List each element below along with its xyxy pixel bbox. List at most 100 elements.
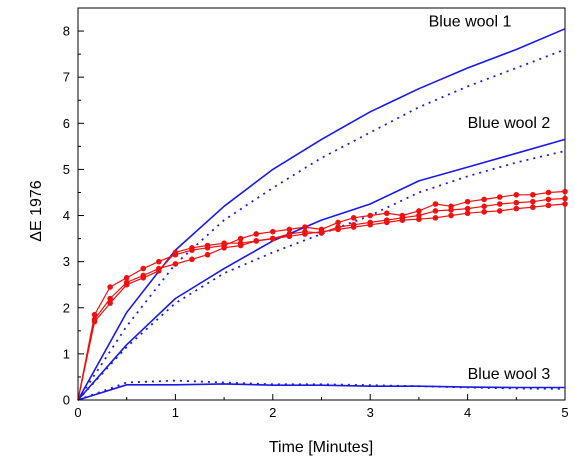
data-point xyxy=(204,242,211,249)
data-point xyxy=(189,256,195,263)
data-point xyxy=(302,231,308,237)
data-point xyxy=(416,208,422,214)
data-point xyxy=(432,215,439,221)
data-point xyxy=(513,199,520,206)
data-point xyxy=(172,261,179,267)
data-point xyxy=(286,233,293,240)
data-point xyxy=(545,189,552,196)
plot-border xyxy=(77,7,566,401)
x-tick-label: 0 xyxy=(74,405,81,420)
data-point xyxy=(530,191,536,198)
data-point xyxy=(481,203,487,210)
series-line-2 xyxy=(77,48,566,401)
data-point xyxy=(189,245,195,251)
x-tick-label: 4 xyxy=(464,405,471,420)
series-line-6 xyxy=(77,379,566,401)
data-point xyxy=(530,198,536,205)
data-point xyxy=(399,217,406,223)
y-tick-label: 6 xyxy=(63,116,70,131)
data-point xyxy=(432,208,439,214)
data-point xyxy=(270,228,276,235)
data-point xyxy=(448,207,454,213)
data-point xyxy=(140,274,147,281)
data-point xyxy=(367,221,374,228)
data-point xyxy=(107,295,113,302)
data-point xyxy=(204,251,211,258)
y-tick-label: 3 xyxy=(63,254,70,269)
x-tick-label: 2 xyxy=(269,405,276,420)
data-point xyxy=(123,274,130,281)
data-point xyxy=(432,201,439,207)
data-point xyxy=(318,228,325,235)
data-point xyxy=(545,202,552,209)
data-point xyxy=(496,194,503,200)
data-point xyxy=(91,318,98,325)
data-point xyxy=(335,226,341,233)
data-point xyxy=(221,245,227,251)
data-point xyxy=(156,268,162,274)
series-layer xyxy=(77,28,568,401)
y-tick-label: 8 xyxy=(63,24,70,39)
series-line-5 xyxy=(77,383,565,401)
x-tick-label: 3 xyxy=(367,405,374,420)
data-point xyxy=(545,196,552,203)
data-point xyxy=(513,205,520,212)
data-point xyxy=(383,210,390,217)
plot-frame xyxy=(77,7,566,401)
data-point xyxy=(367,212,374,219)
series-line-4 xyxy=(77,150,566,401)
data-point xyxy=(350,224,357,230)
data-point xyxy=(464,210,471,217)
series-line-1 xyxy=(77,28,566,401)
y-tick-label: 5 xyxy=(63,162,70,177)
y-tick-label: 0 xyxy=(63,393,70,408)
x-axis-title: Time [Minutes] xyxy=(269,439,373,456)
data-point xyxy=(91,311,98,318)
y-tick-label: 2 xyxy=(63,300,70,315)
series-line-3 xyxy=(77,138,566,401)
data-point xyxy=(481,209,487,215)
data-point xyxy=(383,219,390,226)
x-axis: 0 1 2 3 4 5 xyxy=(74,394,569,420)
data-point xyxy=(448,212,454,219)
y-tick-label: 1 xyxy=(63,346,70,361)
data-point xyxy=(172,249,179,256)
x-tick-label: 1 xyxy=(172,405,179,420)
y-axis-title: ΔE 1976 xyxy=(28,180,45,242)
data-point xyxy=(286,226,293,233)
annotations: Blue wool 1 Blue wool 2 Blue wool 3 xyxy=(429,13,551,383)
data-point xyxy=(107,284,113,290)
data-point xyxy=(253,231,260,237)
y-axis: 0 1 2 3 4 5 6 7 8 xyxy=(63,24,84,408)
series-annotation: Blue wool 1 xyxy=(429,13,512,30)
data-point xyxy=(335,219,341,226)
data-point xyxy=(107,300,113,306)
data-point xyxy=(416,216,422,223)
data-point xyxy=(562,188,568,195)
data-point xyxy=(302,224,308,230)
data-point xyxy=(562,195,568,202)
data-point xyxy=(156,258,162,265)
data-point xyxy=(481,196,487,203)
data-point xyxy=(237,235,244,242)
data-point xyxy=(350,215,357,221)
data-point xyxy=(513,191,520,198)
data-point xyxy=(464,198,471,205)
data-point xyxy=(496,208,503,214)
data-point xyxy=(140,265,147,272)
series-annotation: Blue wool 2 xyxy=(468,115,551,132)
data-point xyxy=(496,201,503,207)
data-point xyxy=(221,240,227,246)
data-point xyxy=(253,238,260,244)
data-point xyxy=(530,204,536,211)
y-tick-label: 4 xyxy=(63,208,70,223)
series-annotation: Blue wool 3 xyxy=(468,366,551,383)
data-point xyxy=(464,205,471,212)
y-tick-label: 7 xyxy=(63,70,70,85)
data-point xyxy=(270,235,276,242)
x-tick-label: 5 xyxy=(561,405,568,420)
data-point xyxy=(237,240,244,246)
data-point xyxy=(123,281,130,288)
data-point xyxy=(562,201,568,207)
